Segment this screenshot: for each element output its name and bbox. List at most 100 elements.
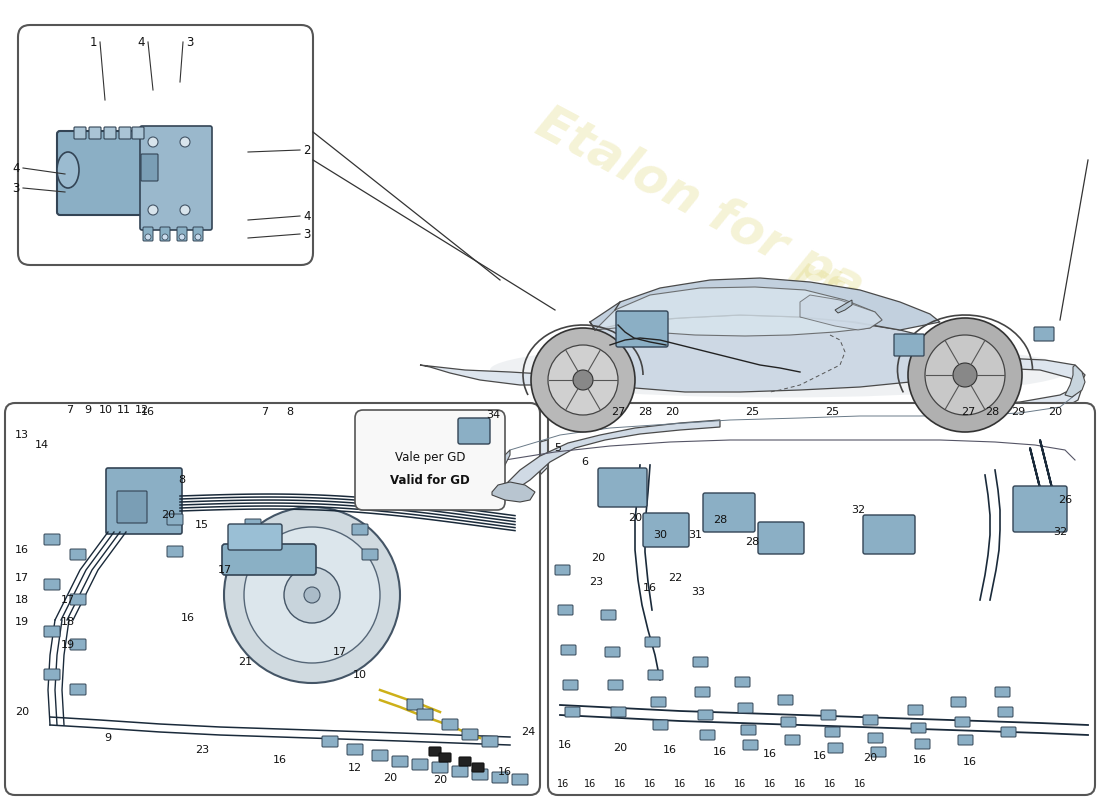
Polygon shape	[540, 315, 984, 392]
Text: 16: 16	[813, 751, 827, 761]
Text: 4: 4	[12, 162, 20, 174]
Text: 27: 27	[961, 407, 975, 417]
Text: 16: 16	[273, 755, 287, 765]
FancyBboxPatch shape	[778, 695, 793, 705]
Text: 18: 18	[60, 617, 75, 627]
FancyBboxPatch shape	[908, 705, 923, 715]
Text: 17: 17	[15, 573, 29, 583]
Text: 6: 6	[582, 457, 588, 467]
FancyBboxPatch shape	[741, 725, 756, 735]
Text: 16: 16	[15, 545, 29, 555]
FancyBboxPatch shape	[70, 594, 86, 605]
FancyBboxPatch shape	[653, 720, 668, 730]
Circle shape	[573, 370, 593, 390]
Text: 16: 16	[644, 779, 656, 789]
Polygon shape	[800, 295, 882, 330]
FancyBboxPatch shape	[703, 493, 755, 532]
FancyBboxPatch shape	[119, 127, 131, 139]
Text: 16: 16	[713, 747, 727, 757]
Polygon shape	[490, 450, 510, 492]
FancyBboxPatch shape	[70, 639, 86, 650]
FancyBboxPatch shape	[698, 710, 713, 720]
FancyBboxPatch shape	[608, 680, 623, 690]
Circle shape	[925, 335, 1005, 415]
Text: 15: 15	[195, 520, 209, 530]
FancyBboxPatch shape	[616, 311, 668, 347]
Text: 19: 19	[15, 617, 29, 627]
Text: 3: 3	[302, 227, 310, 241]
Text: 12: 12	[135, 405, 150, 415]
FancyBboxPatch shape	[412, 759, 428, 770]
FancyBboxPatch shape	[482, 736, 498, 747]
FancyBboxPatch shape	[74, 127, 86, 139]
FancyBboxPatch shape	[177, 227, 187, 241]
FancyBboxPatch shape	[915, 739, 930, 749]
FancyBboxPatch shape	[828, 743, 843, 753]
FancyBboxPatch shape	[117, 491, 147, 523]
FancyBboxPatch shape	[439, 753, 451, 762]
FancyBboxPatch shape	[143, 227, 153, 241]
FancyBboxPatch shape	[738, 703, 754, 713]
Polygon shape	[835, 300, 852, 313]
FancyBboxPatch shape	[695, 687, 710, 697]
FancyBboxPatch shape	[952, 697, 966, 707]
Text: 8: 8	[286, 407, 294, 417]
Text: 10: 10	[353, 670, 367, 680]
Text: 32: 32	[851, 505, 865, 515]
Text: 17: 17	[333, 647, 348, 657]
Polygon shape	[420, 355, 1085, 495]
FancyBboxPatch shape	[392, 756, 408, 767]
FancyBboxPatch shape	[458, 418, 490, 444]
Text: 3: 3	[12, 182, 20, 194]
FancyBboxPatch shape	[894, 334, 924, 356]
FancyBboxPatch shape	[868, 733, 883, 743]
Text: 33: 33	[691, 587, 705, 597]
Text: 16: 16	[584, 779, 596, 789]
Circle shape	[145, 234, 151, 240]
Text: 8: 8	[178, 475, 186, 485]
Text: 13: 13	[15, 430, 29, 440]
Ellipse shape	[490, 342, 1070, 398]
Text: 20: 20	[862, 753, 877, 763]
Text: 20: 20	[591, 553, 605, 563]
FancyBboxPatch shape	[106, 468, 182, 534]
Text: 16: 16	[614, 779, 626, 789]
Text: 34: 34	[486, 410, 500, 420]
FancyBboxPatch shape	[871, 747, 886, 757]
Text: 20: 20	[161, 510, 175, 520]
FancyBboxPatch shape	[864, 515, 915, 554]
Text: 1: 1	[89, 35, 97, 49]
FancyBboxPatch shape	[996, 687, 1010, 697]
FancyBboxPatch shape	[472, 769, 488, 780]
Circle shape	[224, 507, 400, 683]
Text: 16: 16	[962, 757, 977, 767]
Text: 16: 16	[644, 583, 657, 593]
FancyBboxPatch shape	[167, 514, 183, 525]
Circle shape	[531, 328, 635, 432]
Text: 20: 20	[383, 773, 397, 783]
FancyBboxPatch shape	[785, 735, 800, 745]
Text: 9: 9	[85, 405, 91, 415]
FancyBboxPatch shape	[452, 766, 468, 777]
Text: 28: 28	[745, 537, 759, 547]
FancyBboxPatch shape	[44, 534, 60, 545]
Text: 4: 4	[138, 35, 145, 49]
FancyBboxPatch shape	[548, 403, 1094, 795]
FancyBboxPatch shape	[322, 736, 338, 747]
FancyBboxPatch shape	[565, 707, 580, 717]
Text: 18: 18	[15, 595, 29, 605]
Text: 28: 28	[713, 515, 727, 525]
Text: rts: rts	[784, 250, 876, 330]
FancyBboxPatch shape	[556, 565, 570, 575]
FancyBboxPatch shape	[864, 715, 878, 725]
Text: Etalon for parts: Etalon for parts	[696, 558, 903, 682]
Text: 16: 16	[558, 740, 572, 750]
Text: Etalon for pa: Etalon for pa	[528, 98, 872, 312]
FancyBboxPatch shape	[758, 522, 804, 554]
Text: 2: 2	[302, 143, 310, 157]
Text: 28: 28	[638, 407, 652, 417]
Text: 20: 20	[628, 513, 642, 523]
FancyBboxPatch shape	[132, 127, 144, 139]
FancyBboxPatch shape	[955, 717, 970, 727]
Text: 30: 30	[653, 530, 667, 540]
